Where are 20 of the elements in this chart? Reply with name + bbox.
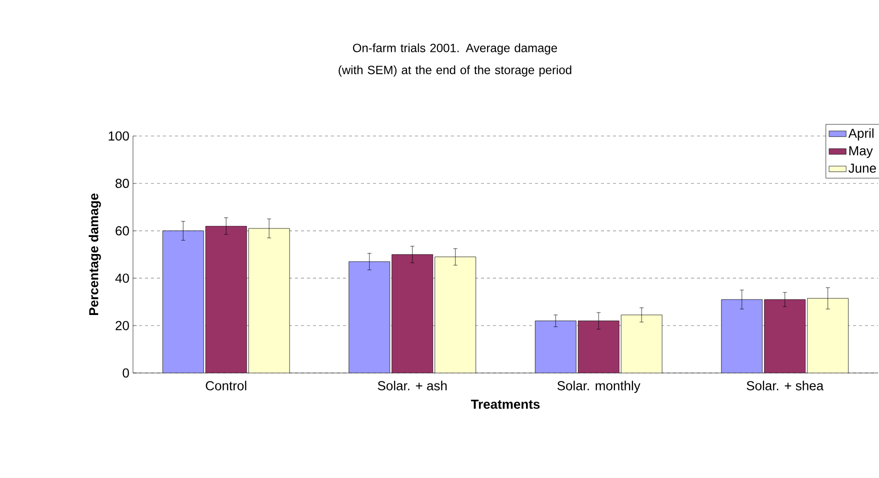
- x-axis-title: Treatments: [470, 400, 540, 409]
- y-axis-title: Percentage damage: [88, 194, 101, 316]
- legend-label: May: [849, 146, 873, 158]
- y-tick-label: 0: [122, 368, 129, 378]
- y-tick-label: 20: [116, 320, 129, 330]
- y-tick-label: 100: [108, 131, 129, 141]
- bar: [721, 299, 763, 373]
- y-tick-label: 80: [116, 178, 129, 188]
- legend-label: June: [848, 164, 876, 173]
- x-tick-label: Control: [206, 380, 246, 390]
- x-tick-label: Solar. + ash: [378, 380, 447, 390]
- bar: [162, 230, 204, 373]
- y-tick-label: 40: [115, 274, 129, 283]
- x-tick-label: Solar. monthly: [557, 380, 640, 393]
- y-tick-label: 60: [116, 226, 129, 236]
- bar: [348, 262, 390, 373]
- legend-label: April: [848, 128, 874, 140]
- bar: [535, 320, 576, 373]
- x-tick-label: Solar. + shea: [746, 380, 824, 390]
- chart-title: On-farm trials 2001. Average damage (with SEM) at the end of the storage period: [338, 43, 572, 77]
